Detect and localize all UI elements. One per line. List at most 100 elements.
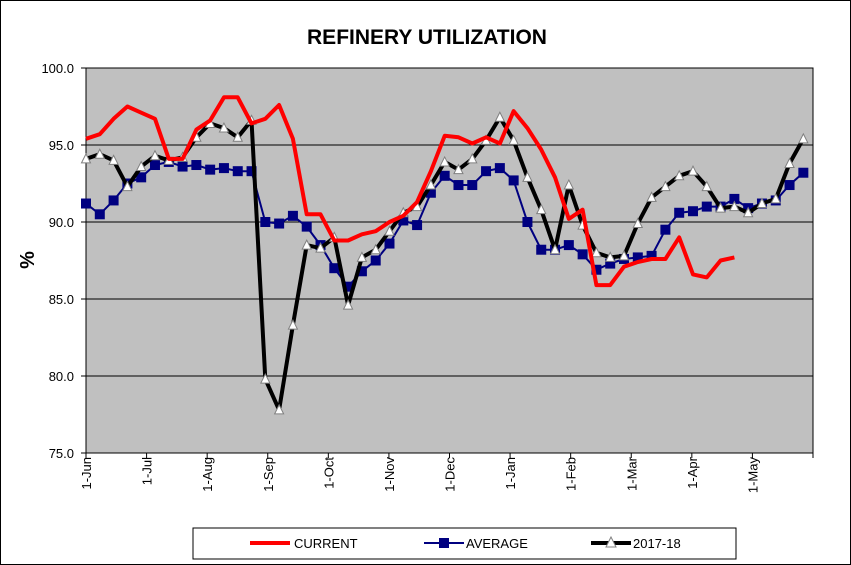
data-point (467, 180, 478, 191)
x-tick-label: 1-Aug (200, 457, 215, 492)
data-point (715, 202, 726, 213)
data-point (287, 319, 299, 330)
data-point (94, 148, 106, 159)
data-point (535, 203, 547, 215)
data-point (315, 242, 326, 253)
data-point (439, 170, 450, 181)
data-point (80, 152, 92, 164)
legend-label-current: CURRENT (294, 536, 358, 551)
data-point (770, 192, 782, 204)
data-point (108, 154, 119, 165)
data-point (287, 210, 298, 221)
x-tick-label: 1-Oct (321, 457, 336, 489)
x-tick-label: 1-Sep (261, 457, 276, 492)
x-tick-label: 1-Mar (624, 456, 639, 491)
data-point (798, 132, 809, 144)
data-point (218, 163, 229, 174)
data-point (563, 240, 574, 251)
data-point (729, 193, 740, 204)
data-point (94, 209, 105, 220)
x-tick-label: 1-Feb (564, 457, 579, 491)
plot-area (85, 67, 814, 454)
x-tick-label: 1-Apr (685, 456, 700, 488)
data-point (798, 167, 809, 178)
data-point (260, 372, 271, 384)
data-point (632, 252, 643, 263)
data-point (135, 160, 147, 172)
data-point (604, 251, 616, 262)
data-point (508, 134, 519, 145)
data-point (508, 175, 519, 186)
data-point (673, 169, 685, 181)
data-point (425, 178, 437, 190)
data-point (687, 165, 699, 176)
data-point (453, 180, 464, 191)
x-tick-label: 1-Jan (503, 457, 518, 490)
data-point (384, 225, 395, 236)
data-point (342, 299, 354, 310)
series-current (85, 95, 735, 288)
data-point (522, 217, 533, 227)
y-tick-label: 75.0 (49, 446, 74, 461)
data-point (591, 264, 602, 275)
data-point (605, 258, 616, 269)
data-point (439, 155, 450, 167)
data-point (412, 220, 423, 231)
data-point (536, 244, 547, 255)
data-point (370, 243, 382, 255)
x-tick-label: 1-Jun (79, 457, 94, 490)
y-tick-label: 85.0 (49, 292, 74, 307)
data-point (329, 263, 340, 274)
y-tick-label: 95.0 (49, 138, 74, 153)
data-point (108, 195, 119, 206)
legend-marker-average (439, 538, 449, 548)
data-point (494, 163, 505, 174)
data-point (660, 224, 671, 235)
data-point (729, 200, 740, 212)
data-point (260, 217, 271, 227)
data-point (549, 243, 561, 255)
x-tick-label: 1-Nov (382, 457, 397, 492)
data-point (425, 187, 436, 198)
data-point (191, 160, 202, 171)
data-point (646, 191, 657, 202)
data-point (522, 171, 533, 182)
data-point (632, 217, 644, 229)
data-point (618, 249, 630, 261)
y-tick-label: 100.0 (41, 61, 74, 76)
data-point (177, 161, 188, 172)
data-point (563, 178, 575, 190)
grid-layer (86, 144, 813, 377)
data-point (122, 180, 133, 192)
data-point (273, 403, 285, 415)
data-point (356, 251, 368, 262)
x-tick-label: 1-Dec (443, 457, 458, 492)
data-point (301, 221, 312, 232)
data-point (384, 238, 395, 249)
x-axis-ticks: 1-Jun 1-Jul 1-Aug 1-Sep 1-Oct 1-Nov 1-Dec 1-Jan… (79, 453, 814, 494)
data-point (577, 249, 588, 260)
y-axis-label: % (17, 251, 39, 269)
data-point (494, 111, 506, 122)
data-point (81, 198, 91, 209)
x-tick-label: 1-May (745, 457, 760, 494)
y-axis-ticks: 75.0 80.0 85.0 90.0 95.0 100.0 (41, 61, 86, 461)
data-point (274, 218, 285, 229)
y-tick-label: 80.0 (49, 369, 74, 384)
series-2017-18 (80, 111, 809, 415)
legend-marker-2017-18 (605, 535, 617, 548)
data-point (398, 215, 409, 226)
data-point (218, 121, 230, 133)
data-point (701, 201, 712, 212)
data-point (356, 266, 367, 277)
series-line (85, 95, 735, 288)
data-point (453, 163, 464, 175)
data-point (756, 197, 768, 209)
legend: CURRENT AVERAGE 2017-18 (192, 527, 737, 560)
data-point (674, 207, 685, 218)
data-point (784, 157, 795, 168)
data-point (660, 180, 671, 192)
data-point (591, 246, 602, 258)
data-point (646, 250, 657, 261)
